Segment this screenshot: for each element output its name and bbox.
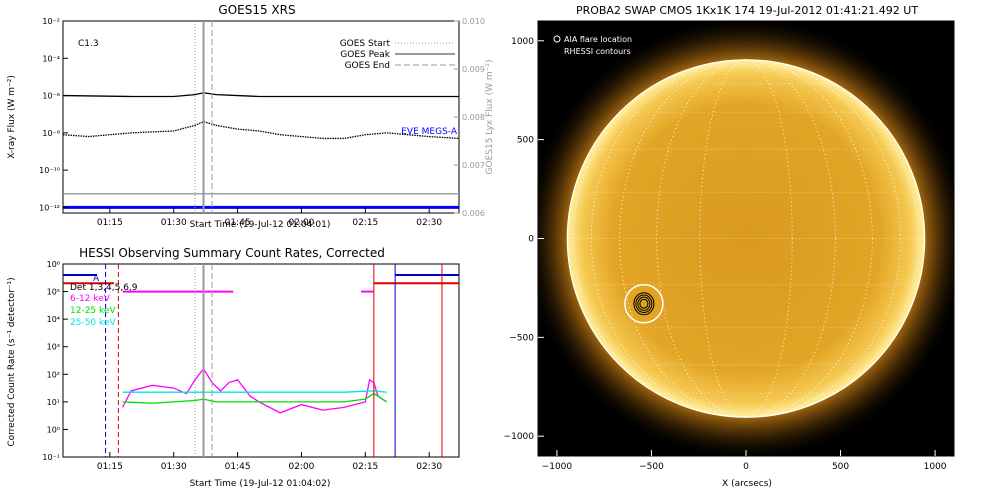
- hessi-frame: [62, 263, 460, 458]
- swap-y-tick-label: 500: [517, 136, 534, 146]
- goes-y2-tick-label: 0.006: [462, 209, 485, 218]
- swap-rhessi-contour: [637, 296, 651, 311]
- swap-solar-disk: [567, 59, 925, 418]
- goes-x-tick-label: 02:30: [416, 218, 442, 228]
- hessi-y-tick-label: 10²: [47, 370, 60, 379]
- swap-legend-rhessi-swatch: [553, 47, 561, 55]
- goes-y-tick-label: 10⁻²: [42, 17, 60, 26]
- goes-ylabel-right: GOES15 Lyx Flux (W m⁻²): [485, 60, 495, 175]
- hessi-legend-6-12: 6-12 keV: [70, 294, 111, 304]
- goes-frame: [62, 20, 460, 214]
- swap-title: PROBA2 SWAP CMOS 1Kx1K 174 19-Jul-2012 0…: [576, 4, 918, 17]
- swap-rhessi-contour: [633, 292, 655, 316]
- swap-x-tick-label: 1000: [924, 462, 947, 472]
- goes-y-ticks: 10⁻² 10⁻⁴ 10⁻⁶ 10⁻⁸ 10⁻¹⁰ 10⁻¹²: [39, 17, 68, 212]
- goes-x-tick-label: 01:15: [97, 218, 123, 228]
- goes-class-label: C1.3: [78, 39, 99, 49]
- swap-y-tick-label: 0: [528, 235, 534, 245]
- hessi-y-tick-label: 10³: [47, 343, 60, 352]
- hessi-ylabel: Corrected Count Rate (s⁻¹ detector⁻¹): [7, 277, 17, 446]
- goes-x-tick-label: 01:45: [225, 218, 251, 228]
- hessi-xlabel: Start Time (19-Jul-12 01:04:02): [190, 479, 331, 489]
- goes-y-tick-label: 10⁻⁴: [42, 54, 60, 63]
- swap-x-tick-label: 500: [832, 462, 849, 472]
- hessi-x-ticks: 01:15 01:30 01:45 02:00 02:15 02:30: [97, 452, 442, 472]
- hessi-x-tick-label: 01:30: [161, 462, 187, 472]
- swap-lon-line: [590, 59, 902, 418]
- hessi-x-tick-label: 02:15: [352, 462, 378, 472]
- hessi-y-ticks: 10⁶ 10⁵ 10⁴ 10³ 10² 10¹ 10⁰ 10⁻¹: [42, 260, 68, 462]
- swap-y-tick-label: 1000: [511, 37, 534, 47]
- swap-y-tick-label: −500: [509, 333, 534, 343]
- swap-y-ticks: 1000 500 0 −500 −1000: [504, 37, 544, 442]
- goes-series-long: [62, 92, 459, 98]
- swap-legend-aia-swatch: [553, 35, 561, 43]
- hessi-series-25-50-keV: [122, 390, 387, 393]
- hessi-attenuator-label: A: [93, 274, 100, 284]
- goes-series-short: [62, 120, 460, 140]
- swap-lon-line: [619, 59, 873, 418]
- swap-aia-flare-circle: [624, 284, 664, 324]
- goes-y2-ticks: 0.010 0.009 0.008 0.007 0.006: [454, 17, 485, 218]
- swap-x-ticks: −1000 −500 0 500 1000: [542, 450, 947, 472]
- hessi-x-tick-label: 01:45: [225, 462, 251, 472]
- hessi-y-tick-label: 10⁶: [47, 260, 60, 269]
- hessi-legend-25-50: 25-50 keV: [70, 318, 116, 328]
- goes-y-tick-label: 10⁻⁸: [42, 129, 60, 138]
- goes-x-ticks: 01:15 01:30 01:45 02:00 02:15 02:30: [97, 208, 442, 228]
- hessi-y-tick-label: 10⁵: [47, 288, 60, 297]
- swap-x-tick-label: −1000: [542, 462, 573, 472]
- swap-panel: PROBA2 SWAP CMOS 1Kx1K 174 19-Jul-2012 0…: [504, 4, 955, 489]
- goes-xlabel: Start Time (19-Jul-12 01:04:01): [190, 220, 331, 230]
- hessi-y-tick-label: 10⁻¹: [42, 453, 60, 462]
- goes-title: GOES15 XRS: [218, 3, 295, 17]
- hessi-legend-det: Det 1,3,4,5,6,9: [70, 283, 138, 293]
- hessi-x-tick-label: 02:30: [416, 462, 442, 472]
- goes-legend-start: GOES Start: [340, 39, 391, 49]
- swap-legend-rhessi: RHESSI contours: [564, 47, 631, 56]
- swap-x-tick-label: 0: [743, 462, 749, 472]
- hessi-title: HESSI Observing Summary Count Rates, Cor…: [79, 246, 385, 260]
- goes-eve-label: EVE MEGS-A: [401, 127, 458, 137]
- hessi-x-tick-label: 02:00: [288, 462, 314, 472]
- swap-rhessi-contour: [635, 294, 653, 314]
- goes-y2-tick-label: 0.009: [462, 65, 485, 74]
- goes-x-tick-label: 02:15: [352, 218, 378, 228]
- goes-legend-end: GOES End: [345, 61, 390, 71]
- swap-rhessi-contour: [639, 298, 649, 309]
- hessi-y-tick-label: 10⁴: [47, 315, 60, 324]
- hessi-y-tick-label: 10¹: [47, 398, 60, 407]
- hessi-series-6-12-keV: [122, 367, 387, 414]
- swap-x-tick-label: −500: [639, 462, 664, 472]
- swap-y-tick-label: −1000: [504, 432, 535, 442]
- hessi-x-tick-label: 01:15: [97, 462, 123, 472]
- hessi-plot: [63, 264, 459, 457]
- hessi-panel: HESSI Observing Summary Count Rates, Cor…: [7, 246, 460, 489]
- goes-y-tick-label: 10⁻¹⁰: [39, 166, 60, 175]
- hessi-legend-12-25: 12-25 keV: [70, 306, 116, 316]
- goes-plot: [62, 21, 460, 213]
- goes-y2-tick-label: 0.007: [462, 161, 485, 170]
- goes-y-tick-label: 10⁻¹²: [39, 203, 60, 212]
- goes-y2-tick-label: 0.010: [462, 17, 485, 26]
- goes-legend-peak: GOES Peak: [340, 50, 390, 60]
- goes-x-tick-label: 02:00: [288, 218, 314, 228]
- goes-ylabel: X-ray Flux (W m⁻²): [7, 75, 17, 159]
- swap-xlabel: X (arcsecs): [722, 479, 772, 489]
- swap-legend-aia: AIA flare location: [564, 35, 632, 44]
- goes-y2-tick-label: 0.008: [462, 113, 485, 122]
- goes-x-tick-label: 01:30: [161, 218, 187, 228]
- hessi-y-tick-label: 10⁰: [47, 425, 60, 434]
- goes-panel: GOES15 XRS 01:15 01:30 01:45 02:00 02:15 02:3…: [7, 3, 495, 230]
- swap-lon-line: [572, 59, 920, 418]
- goes-y-tick-label: 10⁻⁶: [42, 92, 60, 101]
- swap-limb-circle: [566, 59, 926, 418]
- hessi-series-12-25-keV: [122, 392, 387, 404]
- swap-flare-marker: [624, 284, 664, 324]
